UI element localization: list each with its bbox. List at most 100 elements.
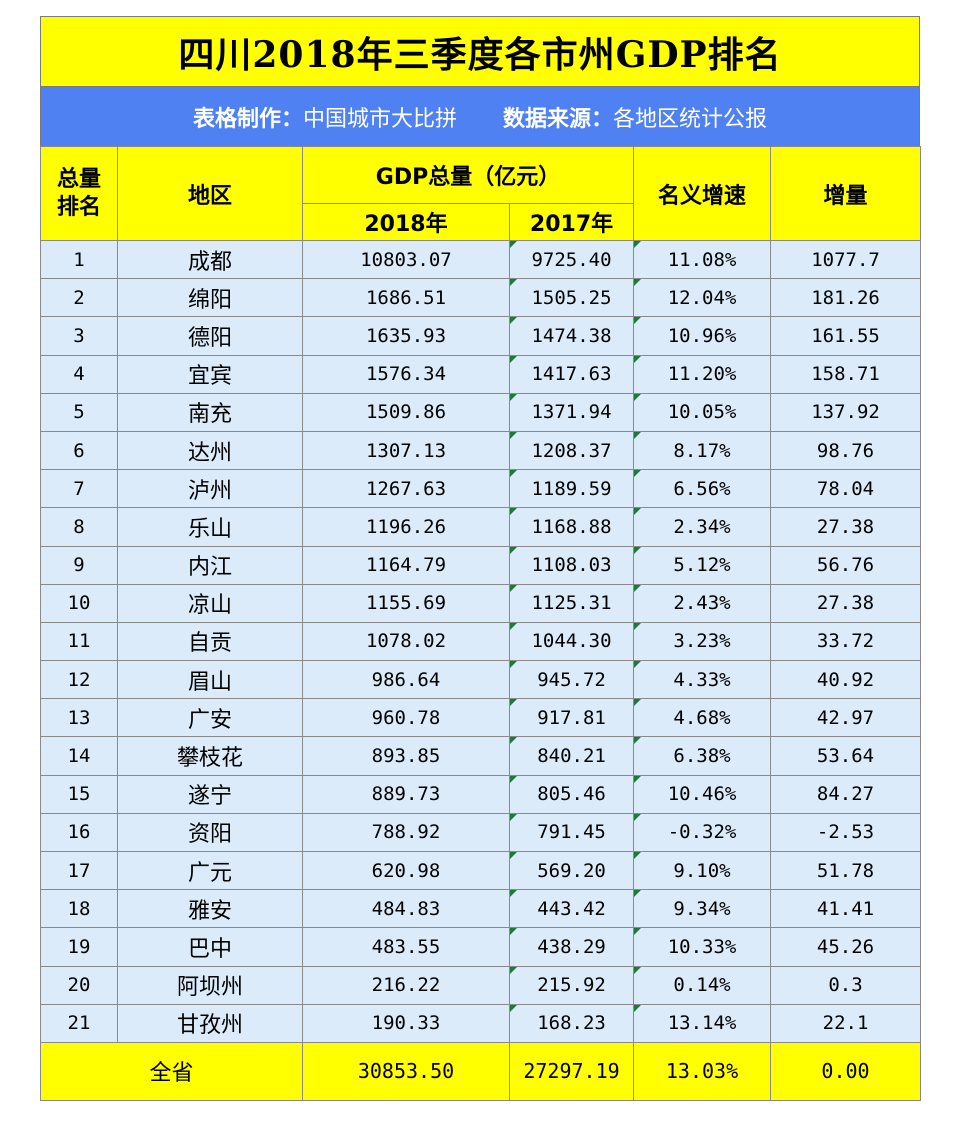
sheet-title: 四川2018年三季度各市州GDP排名: [40, 16, 920, 86]
table-row: 18 雅安 484.83 443.42 9.34% 41.41: [40, 889, 922, 929]
gdp-2018-cell: 788.92: [302, 812, 510, 853]
growth-cell: 3.23%: [633, 621, 772, 662]
gdp-2017-cell: 438.29: [508, 927, 635, 967]
table-row: 11 自贡 1078.02 1044.30 3.23% 33.72: [40, 621, 922, 662]
region-cell: 凉山: [117, 583, 303, 623]
region-cell: 攀枝花: [117, 736, 303, 776]
table-row: 14 攀枝花 893.85 840.21 6.38% 53.64: [40, 736, 922, 776]
gdp-2018-cell: 1576.34: [302, 354, 510, 394]
growth-cell: 10.96%: [633, 316, 772, 356]
table-row: 12 眉山 986.64 945.72 4.33% 40.92: [40, 660, 922, 700]
increase-cell: 51.78: [770, 850, 922, 891]
increase-cell: 40.92: [770, 660, 922, 700]
rank-cell: 9: [40, 545, 118, 585]
gdp-2018-cell: 1155.69: [302, 583, 510, 623]
header-rank-text: 总量排名: [56, 166, 101, 220]
growth-cell: 4.33%: [633, 660, 772, 700]
growth-cell: 2.34%: [633, 507, 772, 547]
growth-cell: 8.17%: [633, 430, 772, 471]
growth-cell: 2.43%: [633, 583, 772, 623]
rank-cell: 16: [40, 812, 118, 853]
gdp-2018-cell: 483.55: [302, 927, 510, 967]
region-cell: 资阳: [117, 812, 303, 853]
increase-cell: 84.27: [770, 774, 922, 814]
increase-cell: -2.53: [770, 812, 922, 853]
gdp-2018-cell: 1635.93: [302, 316, 510, 356]
rank-cell: 18: [40, 889, 118, 929]
gdp-2018-cell: 1078.02: [302, 621, 510, 662]
gdp-2017-cell: 1417.63: [508, 354, 635, 394]
increase-cell: 78.04: [770, 469, 922, 509]
gdp-2017-cell: 1371.94: [508, 392, 635, 432]
increase-cell: 137.92: [770, 392, 922, 432]
table-row: 19 巴中 483.55 438.29 10.33% 45.26: [40, 927, 922, 967]
table-row: 9 内江 1164.79 1108.03 5.12% 56.76: [40, 545, 922, 585]
region-cell: 雅安: [117, 889, 303, 929]
table-row: 15 遂宁 889.73 805.46 10.46% 84.27: [40, 774, 922, 814]
total-growth: 13.03%: [633, 1041, 772, 1101]
total-row: 全省 30853.50 27297.19 13.03% 0.00: [40, 1041, 922, 1101]
rank-cell: 17: [40, 850, 118, 891]
table-row: 3 德阳 1635.93 1474.38 10.96% 161.55: [40, 316, 922, 356]
growth-cell: 9.10%: [633, 850, 772, 891]
gdp-2017-cell: 1505.25: [508, 278, 635, 318]
rank-cell: 2: [40, 278, 118, 318]
gdp-2017-cell: 443.42: [508, 889, 635, 929]
region-cell: 达州: [117, 430, 303, 471]
gdp-2018-cell: 1164.79: [302, 545, 510, 585]
gdp-2018-cell: 1196.26: [302, 507, 510, 547]
gdp-2018-cell: 1307.13: [302, 430, 510, 471]
header-region: 地区: [117, 146, 303, 241]
rank-cell: 7: [40, 469, 118, 509]
header-gdp: GDP总量（亿元）: [301, 146, 635, 204]
gdp-2017-cell: 945.72: [508, 660, 635, 700]
gdp-2018-cell: 216.22: [302, 965, 510, 1005]
gdp-2018-cell: 190.33: [302, 1003, 510, 1043]
gdp-2017-cell: 168.23: [508, 1003, 635, 1043]
growth-cell: 10.46%: [633, 774, 772, 814]
growth-cell: 4.68%: [633, 698, 772, 738]
gdp-2018-cell: 10803.07: [302, 239, 510, 280]
total-increase: 0.00: [770, 1041, 922, 1101]
gdp-2017-cell: 917.81: [508, 698, 635, 738]
region-cell: 绵阳: [117, 278, 303, 318]
table-row: 1 成都 10803.07 9725.40 11.08% 1077.7: [40, 239, 922, 280]
gdp-2017-cell: 805.46: [508, 774, 635, 814]
increase-cell: 181.26: [770, 278, 922, 318]
table-body: 1 成都 10803.07 9725.40 11.08% 1077.7 2 绵阳 1686.51…: [40, 239, 922, 1101]
rank-cell: 12: [40, 660, 118, 700]
gdp-2017-cell: 569.20: [508, 850, 635, 891]
growth-cell: 11.08%: [633, 239, 772, 280]
rank-cell: 6: [40, 430, 118, 471]
region-cell: 广安: [117, 698, 303, 738]
rank-cell: 13: [40, 698, 118, 738]
region-cell: 内江: [117, 545, 303, 585]
region-cell: 自贡: [117, 621, 303, 662]
rank-cell: 14: [40, 736, 118, 776]
gdp-2017-cell: 1474.38: [508, 316, 635, 356]
rank-cell: 8: [40, 507, 118, 547]
sheet-subtitle: 表格制作： 中国城市大比拼 数据来源： 各地区统计公报: [40, 86, 920, 146]
header-growth: 名义增速: [633, 146, 772, 241]
region-cell: 成都: [117, 239, 303, 280]
increase-cell: 56.76: [770, 545, 922, 585]
region-cell: 南充: [117, 392, 303, 432]
gdp-2017-cell: 1189.59: [508, 469, 635, 509]
region-cell: 眉山: [117, 660, 303, 700]
gdp-2018-cell: 889.73: [302, 774, 510, 814]
increase-cell: 33.72: [770, 621, 922, 662]
increase-cell: 45.26: [770, 927, 922, 967]
header-rank: 总量排名: [40, 146, 118, 241]
rank-cell: 5: [40, 392, 118, 432]
total-2017: 27297.19: [508, 1041, 635, 1101]
gdp-2017-cell: 1125.31: [508, 583, 635, 623]
gdp-2017-cell: 1208.37: [508, 430, 635, 471]
region-cell: 广元: [117, 850, 303, 891]
table-row: 5 南充 1509.86 1371.94 10.05% 137.92: [40, 392, 922, 432]
gdp-2017-cell: 215.92: [508, 965, 635, 1005]
region-cell: 阿坝州: [117, 965, 303, 1005]
table-row: 7 泸州 1267.63 1189.59 6.56% 78.04: [40, 469, 922, 509]
total-label: 全省: [40, 1041, 303, 1101]
gdp-2017-cell: 791.45: [508, 812, 635, 853]
